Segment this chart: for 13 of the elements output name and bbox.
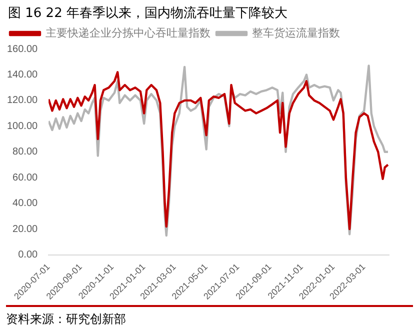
- legend-label: 主要快递企业分拣中心吞吐量指数: [46, 26, 210, 40]
- y-tick-label: 140.00: [6, 69, 38, 80]
- y-tick-label: 160.00: [6, 44, 38, 55]
- y-tick-label: 60.00: [12, 172, 38, 184]
- text: 资料来源：研究创新部: [6, 305, 413, 328]
- y-tick-label: 100.00: [6, 120, 38, 132]
- legend-label: 整车货运流量指数: [252, 26, 340, 40]
- y-tick-label: 20.00: [12, 224, 38, 235]
- y-tick-label: 0.00: [18, 250, 38, 261]
- chart-title: 图 16 22 年春季以来，国内物流吞吐量下降较大: [7, 5, 288, 22]
- y-tick-label: 120.00: [6, 95, 38, 106]
- y-tick-label: 40.00: [12, 198, 38, 210]
- y-tick-label: 80.00: [12, 146, 38, 158]
